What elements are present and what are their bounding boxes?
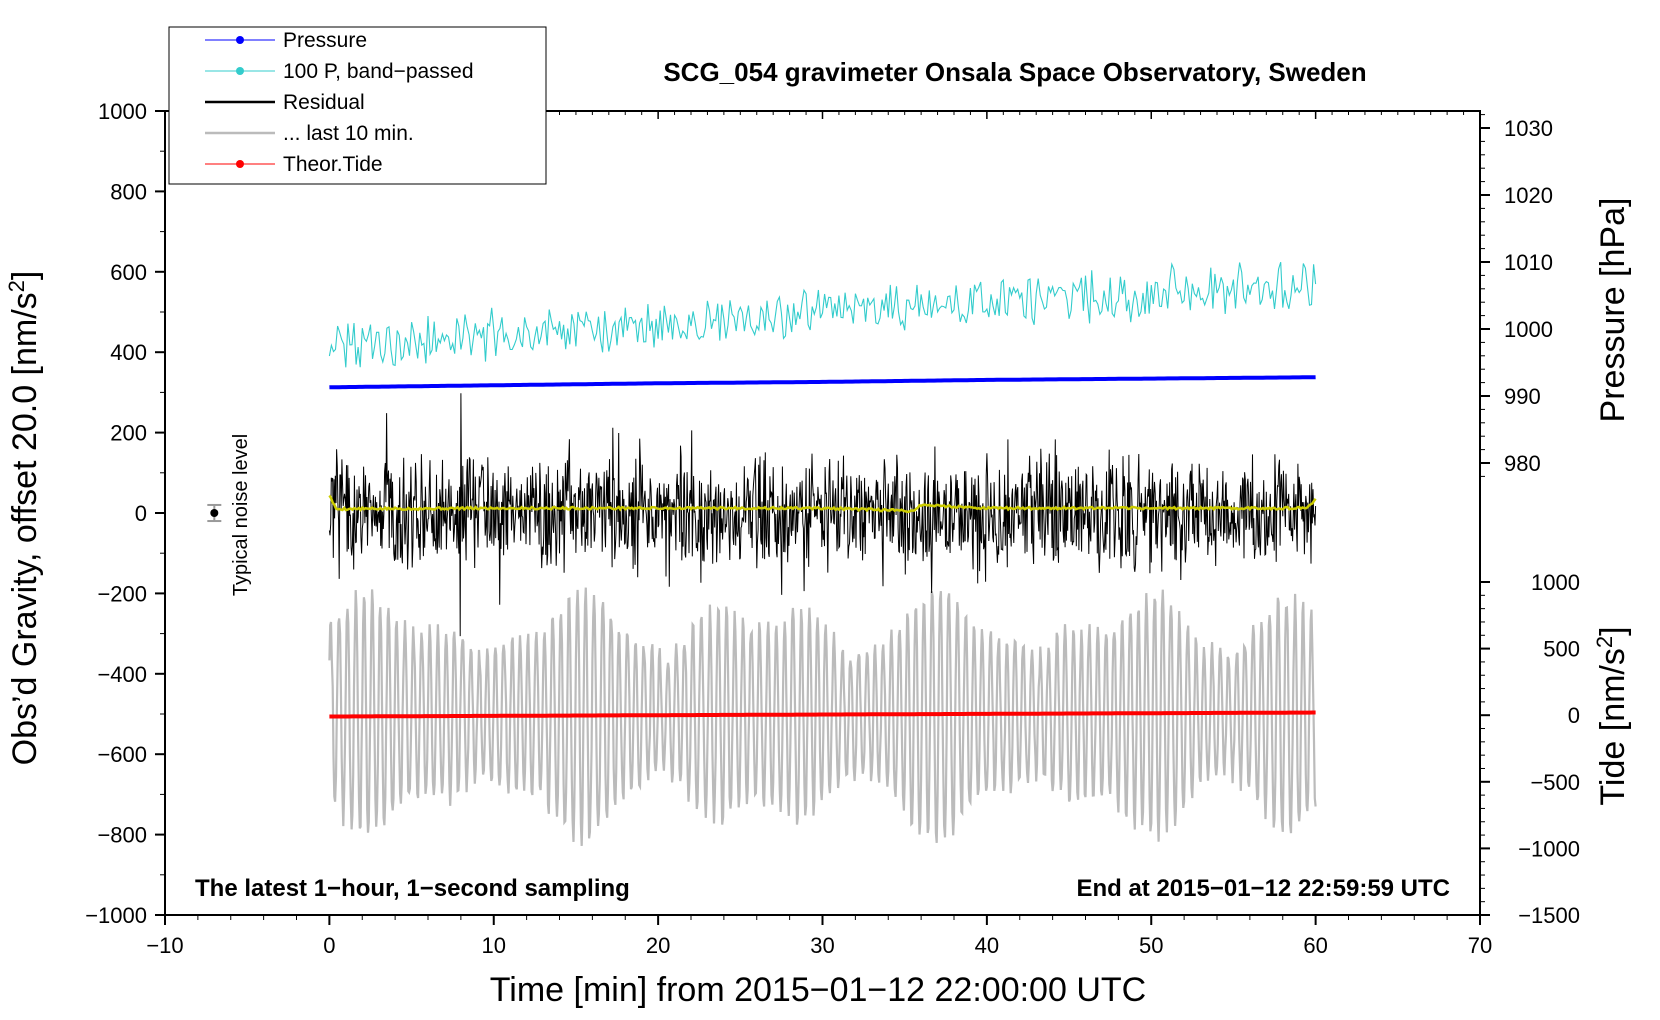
pressure-tick-label: 1020 <box>1504 183 1553 208</box>
legend-label: ... last 10 min. <box>283 122 414 145</box>
tide-tick-label: −1000 <box>1518 836 1580 861</box>
annotation-sampling: The latest 1−hour, 1−second sampling <box>195 875 630 902</box>
tide-tick-label: −1500 <box>1518 903 1580 928</box>
y-left-tick-label: −600 <box>97 742 147 767</box>
tide-tick-label: −500 <box>1530 770 1580 795</box>
x-tick-label: 70 <box>1468 933 1492 958</box>
noise-marker <box>207 503 222 523</box>
y-left-tick-label: 0 <box>135 501 147 526</box>
legend-label: 100 P, band−passed <box>283 60 474 83</box>
y-axis-title-left: Obs’d Gravity, offset 20.0 [nm/s2] <box>4 271 45 766</box>
noise-label: Typical noise level <box>230 434 252 596</box>
tide-tick-label: 500 <box>1543 637 1580 662</box>
x-tick-label: 50 <box>1139 933 1163 958</box>
pressure-tick-label: 1030 <box>1504 116 1553 141</box>
x-tick-label: 0 <box>323 933 335 958</box>
y-left-tick-label: −200 <box>97 581 147 606</box>
legend: Pressure 100 P, band−passed Residual ... la… <box>168 26 547 185</box>
y-left-tick-label: 200 <box>110 421 147 446</box>
legend-marker <box>236 67 244 75</box>
series-band-passed-pressure <box>328 261 1317 368</box>
annotation-end-time: End at 2015−01−12 22:59:59 UTC <box>1076 875 1450 902</box>
y-axis-title-tide-text: Tide [nm/s <box>1594 648 1632 805</box>
legend-marker <box>236 36 244 44</box>
legend-marker <box>236 160 244 168</box>
series-layer <box>328 261 1317 846</box>
y-left-tick-label: −800 <box>97 823 147 848</box>
y-axis-title-tide-sup: 2 <box>1592 636 1617 648</box>
tide-tick-label: 0 <box>1568 703 1580 728</box>
pressure-tick-label: 1000 <box>1504 317 1553 342</box>
legend-label: Residual <box>283 91 365 114</box>
y-axis-title-tide-close: ] <box>1594 626 1632 635</box>
y-left-tick-label: 600 <box>110 260 147 285</box>
y-left-tick-label: −1000 <box>85 903 147 928</box>
y-axis-title-left-close: ] <box>6 271 44 280</box>
chart-title: SCG_054 gravimeter Onsala Space Observat… <box>663 57 1366 87</box>
series-pressure <box>329 375 1316 390</box>
y-axis-title-left-text: Obs’d Gravity, offset 20.0 [nm/s <box>6 292 44 765</box>
y-axis-title-left-sup: 2 <box>4 280 29 292</box>
legend-items: Pressure 100 P, band−passed Residual ... la… <box>205 29 474 176</box>
x-tick-label: 40 <box>975 933 999 958</box>
series-residual-smoothed <box>328 494 1317 514</box>
x-tick-label: 20 <box>646 933 670 958</box>
x-tick-label: 10 <box>482 933 506 958</box>
tide-tick-label: 1000 <box>1531 570 1580 595</box>
x-axis-title: Time [min] from 2015−01−12 22:00:00 UTC <box>490 971 1146 1009</box>
noise-point <box>210 509 219 517</box>
pressure-tick-label: 1010 <box>1504 250 1553 275</box>
legend-label: Theor.Tide <box>283 153 383 176</box>
legend-box <box>168 26 547 185</box>
legend-label: Pressure <box>283 29 367 52</box>
x-tick-label: 60 <box>1303 933 1327 958</box>
x-tick-label: 30 <box>810 933 834 958</box>
y-axis-title-tide: Tide [nm/s2] <box>1592 626 1633 805</box>
pressure-tick-label: 990 <box>1504 384 1541 409</box>
x-tick-label: −10 <box>146 933 183 958</box>
y-axis-title-pressure: Pressure [hPa] <box>1594 198 1632 423</box>
y-left-tick-label: −400 <box>97 662 147 687</box>
y-left-tick-label: 1000 <box>98 99 147 124</box>
y-left-tick-label: 400 <box>110 340 147 365</box>
ticks-layer: −10 0 10 20 30 40 50 60 7010008006004002000−200−… <box>85 99 1580 958</box>
pressure-tick-label: 980 <box>1504 451 1541 476</box>
y-left-tick-label: 800 <box>110 179 147 204</box>
series-last-10-min <box>328 587 1317 846</box>
series-theor-tide <box>329 710 1316 719</box>
